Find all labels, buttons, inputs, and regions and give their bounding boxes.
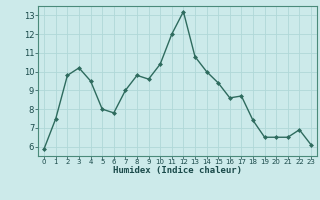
X-axis label: Humidex (Indice chaleur): Humidex (Indice chaleur): [113, 166, 242, 175]
